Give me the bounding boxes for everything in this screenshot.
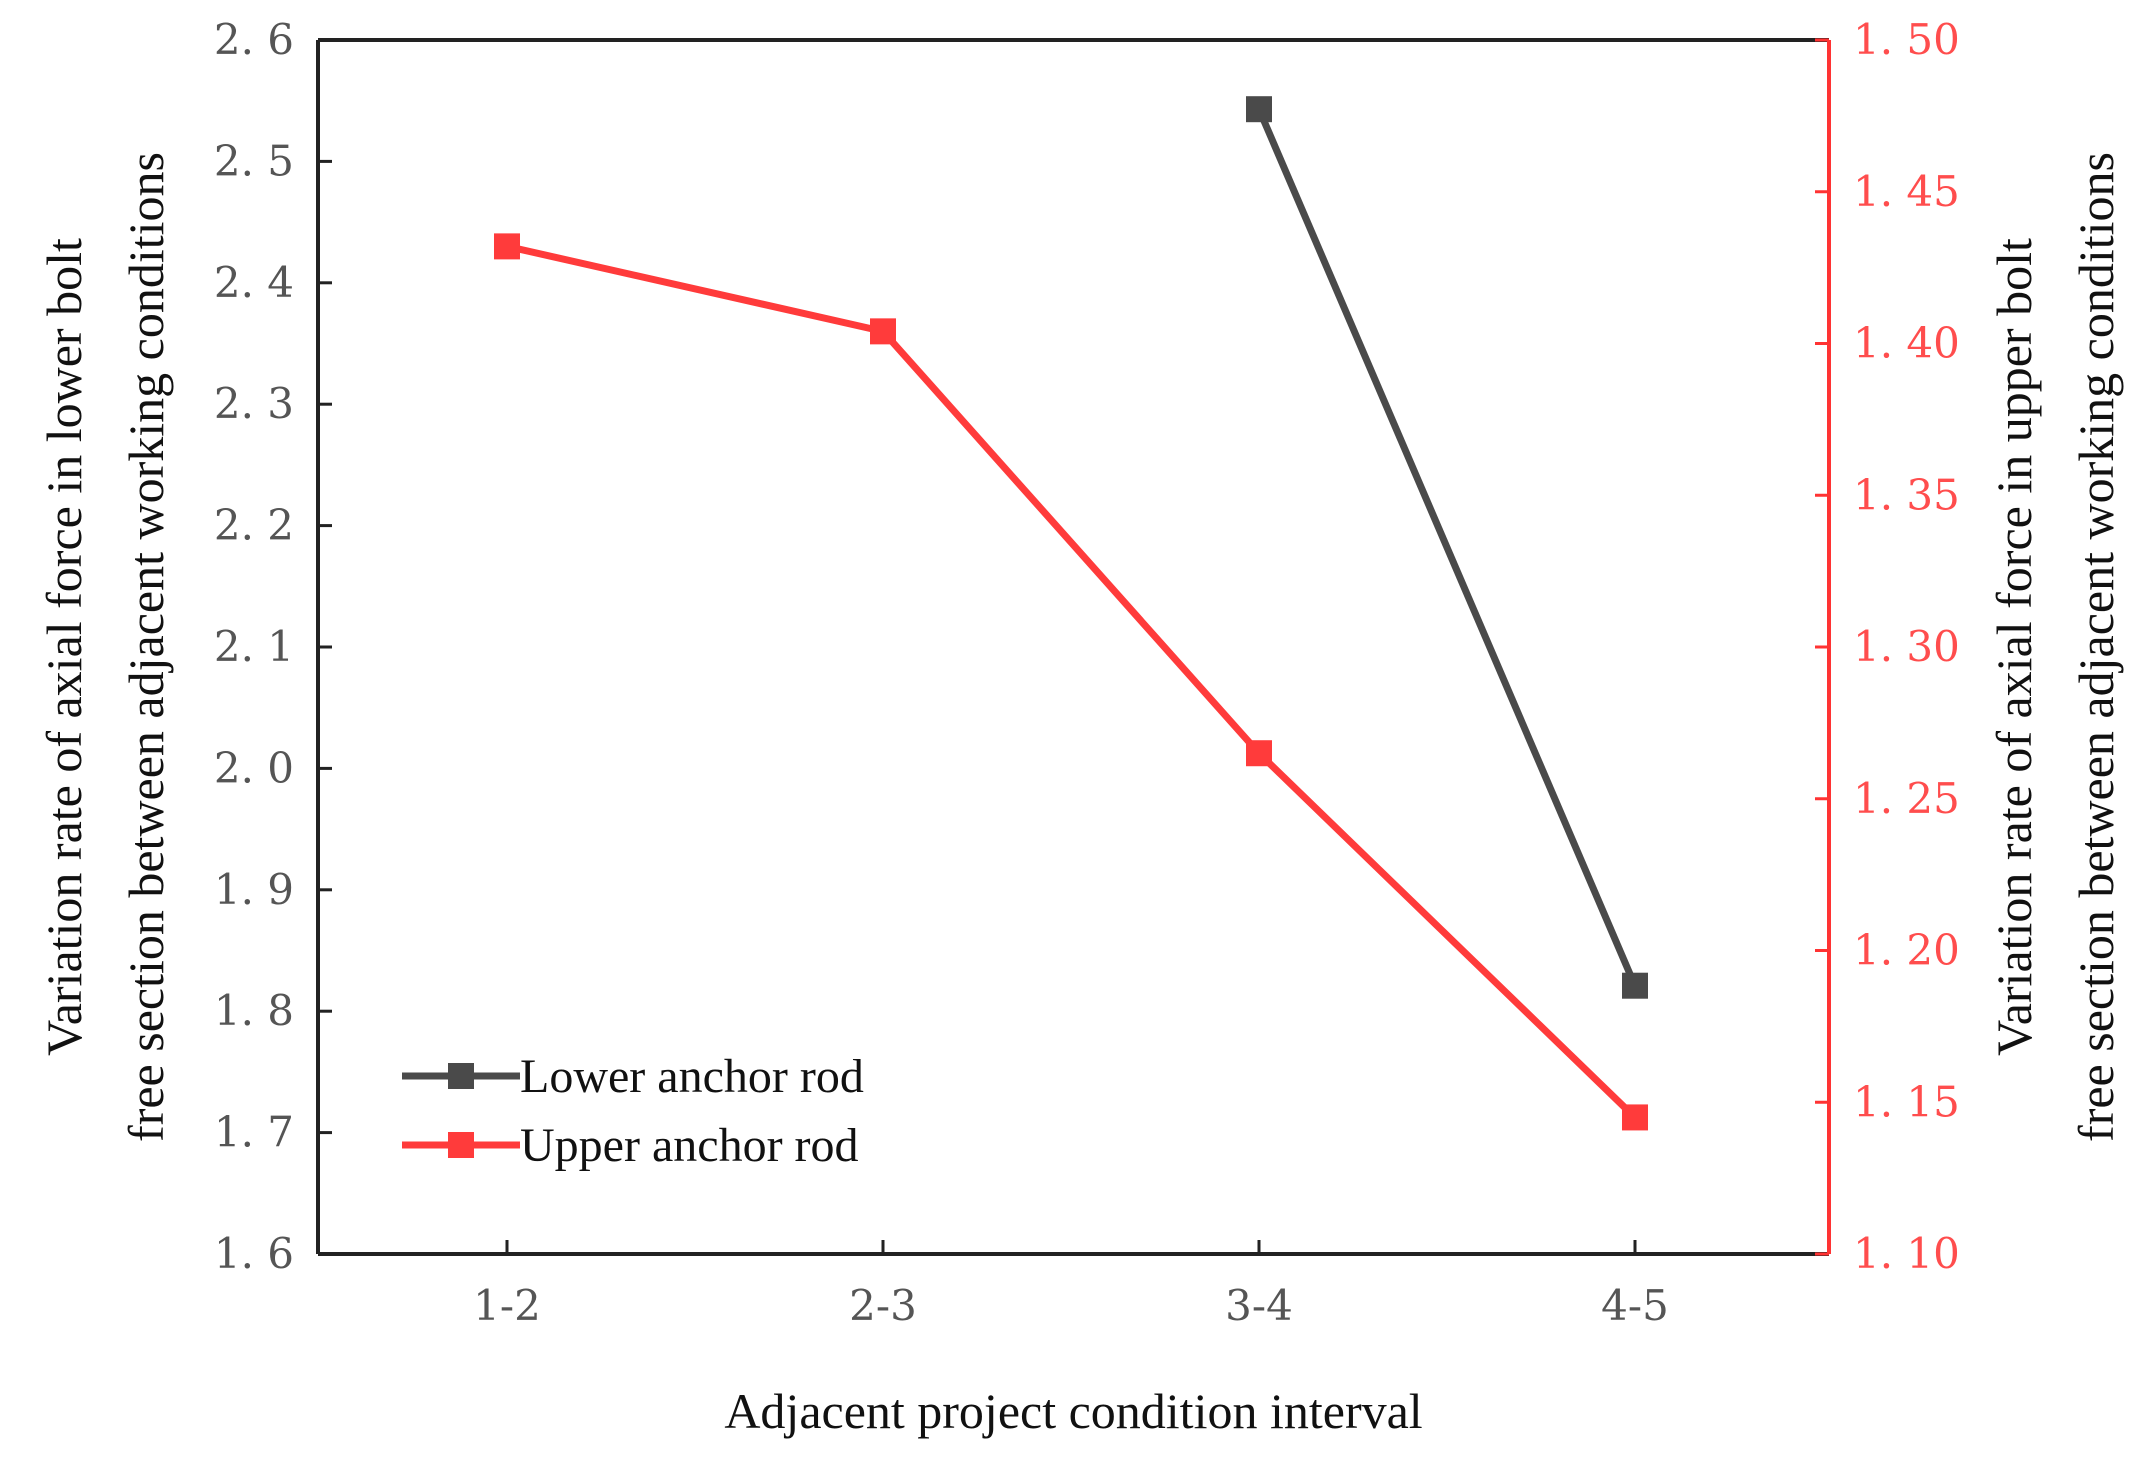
right-tick-label: 1. 40 bbox=[1853, 319, 1960, 368]
left-axis-title: Variation rate of axial force in lower b… bbox=[36, 152, 174, 1142]
left-tick-label: 1. 9 bbox=[214, 865, 294, 914]
left-tick-label: 2. 5 bbox=[214, 136, 294, 185]
left-tick-label: 2. 4 bbox=[214, 258, 294, 307]
series-marker-1 bbox=[1622, 1104, 1648, 1131]
bottom-tick-label: 1-2 bbox=[473, 1281, 541, 1330]
legend-label: Upper anchor rod bbox=[520, 1119, 859, 1172]
right-tick-label: 1. 15 bbox=[1853, 1077, 1960, 1126]
right-tick-label: 1. 25 bbox=[1853, 774, 1960, 823]
series-line-1 bbox=[506, 242, 1638, 1120]
series-marker-1 bbox=[870, 318, 896, 345]
left-tick-label: 2. 0 bbox=[214, 743, 294, 792]
legend-marker bbox=[448, 1063, 474, 1089]
right-tick-label: 1. 30 bbox=[1853, 622, 1960, 671]
bottom-tick-label: 4-5 bbox=[1601, 1281, 1669, 1330]
left-tick-label: 1. 7 bbox=[214, 1108, 294, 1157]
legend-marker bbox=[448, 1132, 474, 1158]
legend-label: Lower anchor rod bbox=[520, 1050, 864, 1103]
left-tick-label: 2. 3 bbox=[214, 379, 294, 428]
left-tick-label: 1. 6 bbox=[214, 1229, 294, 1278]
series-marker-0 bbox=[1622, 972, 1648, 999]
right-tick-label: 1. 20 bbox=[1853, 926, 1960, 975]
chart-axis-titles: Adjacent project condition interval Varia… bbox=[36, 152, 2124, 1439]
chart-ticks: 1. 6 1. 7 1. 8 1. 9 2. 0 2. 1 2. 2 2. 3 2. 4 2. 5… bbox=[214, 15, 1960, 1330]
right-tick-label: 1. 10 bbox=[1853, 1229, 1960, 1278]
series-marker-1 bbox=[1246, 740, 1272, 767]
right-tick-label: 1. 45 bbox=[1853, 167, 1960, 216]
right-axis-title-line: Variation rate of axial force in upper b… bbox=[1986, 238, 2042, 1056]
left-tick-label: 2. 1 bbox=[214, 622, 294, 671]
left-axis-title-line: free section between adjacent working co… bbox=[118, 152, 174, 1142]
x-axis-title: Adjacent project condition interval bbox=[724, 1383, 1422, 1439]
bottom-tick-label: 3-4 bbox=[1225, 1281, 1293, 1330]
right-tick-label: 1. 35 bbox=[1853, 470, 1960, 519]
right-axis-title: Variation rate of axial force in upper b… bbox=[1986, 152, 2124, 1142]
left-tick-label: 2. 6 bbox=[214, 15, 294, 64]
series-line-0 bbox=[1255, 107, 1639, 988]
right-tick-label: 1. 50 bbox=[1853, 15, 1960, 64]
bottom-tick-label: 2-3 bbox=[849, 1281, 917, 1330]
right-axis-title-line: free section between adjacent working co… bbox=[2068, 152, 2124, 1142]
left-tick-label: 2. 2 bbox=[214, 501, 294, 550]
chart-series bbox=[494, 96, 1648, 1131]
left-tick-label: 1. 8 bbox=[214, 986, 294, 1035]
series-marker-0 bbox=[1246, 96, 1272, 123]
left-axis-title-line: Variation rate of axial force in lower b… bbox=[36, 238, 92, 1056]
chart-legend: Lower anchor rod Upper anchor rod bbox=[402, 1050, 864, 1172]
series-marker-1 bbox=[494, 233, 520, 260]
